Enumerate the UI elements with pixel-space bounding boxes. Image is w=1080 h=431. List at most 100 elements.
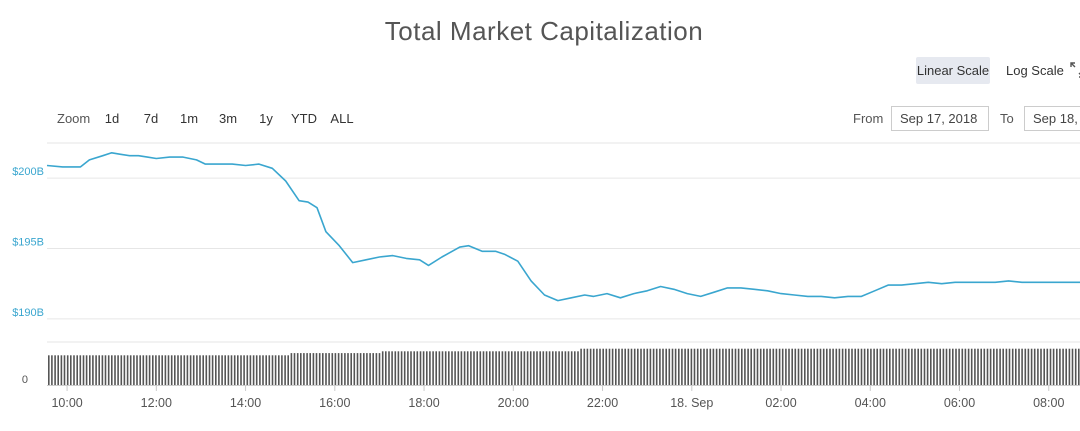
volume-bar (539, 351, 541, 385)
volume-bar (114, 355, 116, 385)
volume-bar (233, 355, 236, 385)
volume-bar (262, 355, 264, 385)
volume-bar (775, 348, 778, 385)
zoom-all-button[interactable]: ALL (330, 111, 354, 126)
volume-bar (1011, 348, 1014, 385)
volume-bar (1074, 348, 1077, 385)
volume-bar (66, 355, 69, 385)
volume-bar (552, 351, 554, 385)
to-date-input[interactable]: Sep 18, 2018 (1024, 106, 1080, 131)
volume-bar (504, 351, 507, 385)
volume-bar (958, 348, 960, 385)
volume-bar (158, 355, 160, 385)
volume-bar (211, 355, 214, 385)
linear-scale-button[interactable]: Linear Scale (916, 57, 990, 84)
volume-bar (183, 355, 186, 385)
volume-bar (725, 348, 727, 385)
volume-bar (926, 348, 929, 385)
volume-bar (564, 351, 567, 385)
volume-bar (381, 351, 384, 385)
volume-bar (1033, 348, 1036, 385)
volume-bar (621, 348, 623, 385)
zoom-1d-button[interactable]: 1d (104, 111, 120, 126)
volume-bar (63, 355, 66, 385)
volume-bar (243, 355, 245, 385)
volume-bar (608, 348, 611, 385)
y-tick-label: $200B (12, 166, 44, 178)
volume-bar (344, 353, 346, 385)
volume-bar (993, 348, 995, 385)
volume-bar (495, 351, 497, 385)
from-date-input[interactable]: Sep 17, 2018 (891, 106, 989, 131)
volume-bar (120, 355, 123, 385)
volume-bar (1068, 348, 1071, 385)
zoom-3m-button[interactable]: 3m (218, 111, 238, 126)
volume-bar (794, 348, 797, 385)
fullscreen-icon[interactable] (1070, 62, 1080, 78)
volume-bar (426, 351, 428, 385)
volume-bar (986, 348, 989, 385)
volume-bar (479, 351, 482, 385)
volume-bar (933, 348, 935, 385)
log-scale-button[interactable]: Log Scale (1006, 63, 1064, 78)
volume-bar (889, 348, 891, 385)
volume-bar (441, 351, 444, 385)
volume-bar (722, 348, 724, 385)
volume-bar (356, 353, 359, 385)
volume-bar (161, 355, 163, 385)
volume-bar (996, 348, 998, 385)
volume-bar (592, 348, 595, 385)
x-tick-label: 16:00 (319, 396, 350, 410)
volume-bar (844, 348, 847, 385)
volume-bar (627, 348, 630, 385)
volume-bar (498, 351, 500, 385)
volume-bar (822, 348, 825, 385)
volume-bar (95, 355, 97, 385)
volume-bar (744, 348, 746, 385)
volume-bar (898, 348, 901, 385)
volume-bar (989, 348, 992, 385)
volume-bar (271, 355, 274, 385)
volume-bar (48, 355, 50, 385)
volume-bar (174, 355, 176, 385)
volume-bar (224, 355, 226, 385)
volume-bar (413, 351, 415, 385)
volume-bar (126, 355, 129, 385)
volume-bar (832, 348, 834, 385)
volume-bar (1071, 348, 1074, 385)
zoom-ytd-button[interactable]: YTD (291, 111, 317, 126)
zoom-7d-button[interactable]: 7d (143, 111, 159, 126)
volume-bar (511, 351, 513, 385)
volume-bar (422, 351, 425, 385)
chart-title: Total Market Capitalization (384, 16, 704, 46)
volume-bar (139, 355, 141, 385)
volume-bar (879, 348, 882, 385)
volume-bar (561, 351, 563, 385)
volume-bar (133, 355, 135, 385)
volume-bar (369, 353, 371, 385)
volume-bar (218, 355, 220, 385)
volume-bar (520, 351, 523, 385)
volume-bar (778, 348, 781, 385)
volume-bar (293, 353, 296, 385)
volume-bar (85, 355, 88, 385)
volume-bar (164, 355, 167, 385)
volume-bar (810, 348, 812, 385)
volume-bar (1018, 348, 1020, 385)
volume-bar (712, 348, 715, 385)
volume-bar (70, 355, 72, 385)
volume-bar (444, 351, 447, 385)
zoom-1m-button[interactable]: 1m (179, 111, 199, 126)
volume-bar (378, 353, 381, 385)
volume-bar (290, 353, 293, 385)
x-tick-label: 12:00 (141, 396, 172, 410)
volume-bar (155, 355, 157, 385)
volume-bar (507, 351, 510, 385)
volume-bar (60, 355, 63, 385)
volume-bar (136, 355, 138, 385)
volume-bar (819, 348, 822, 385)
volume-bar (545, 351, 548, 385)
volume-bar (268, 355, 271, 385)
zoom-1y-button[interactable]: 1y (259, 111, 273, 126)
